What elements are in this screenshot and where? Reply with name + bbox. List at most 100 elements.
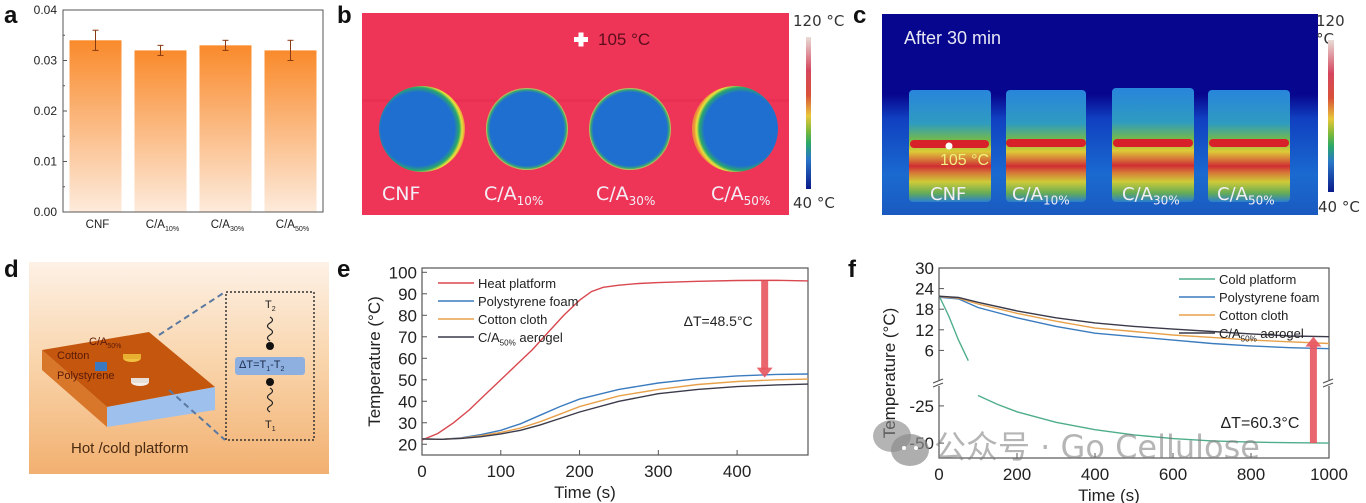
y-tick-label: 100: [389, 263, 417, 282]
sample-label-b-ca10: C/A10%: [484, 183, 544, 208]
label-platform: Hot /cold platform: [71, 440, 189, 457]
panel-label-e: e: [337, 256, 351, 283]
sample-label-c-ca30: C/A30%: [1122, 184, 1180, 208]
delta-t-arrow: [1305, 336, 1322, 444]
bar-chart-thermal-conductivity: CNF C/A10% C/A30% C/A50% 0.00 0.01 0.02 0.03 0.0…: [34, 3, 324, 233]
x-tick-label: 600: [1159, 465, 1187, 484]
arrow-head: [756, 367, 773, 378]
delta-t-arrow: [756, 280, 773, 378]
y-axis-label: Temperature (°C): [880, 308, 899, 439]
legend-label: Polystyrene foam: [1219, 290, 1319, 305]
line-chart-heating: 0 100 200 300 400 20 30 40 50 60 70 80 90 100 Time (s)…: [365, 263, 809, 502]
series-line-cotton-cloth: [938, 295, 1330, 345]
x-tick-label: C/A10%: [146, 219, 180, 233]
panel-label-b: b: [337, 2, 352, 29]
y-tick-label: 6: [925, 341, 934, 360]
spring-top-icon: [266, 316, 274, 342]
colorbar-b: [806, 37, 811, 189]
axis-break-left: [932, 378, 944, 388]
wechat-icon: [873, 420, 929, 466]
sample-disc-ca50: [692, 86, 778, 172]
y-tick-label: -25: [909, 397, 934, 416]
zoom-inset-box: [225, 291, 315, 441]
series-line-cold-platform: [938, 295, 969, 362]
platform-top: [42, 332, 215, 407]
legend-label: Heat platform: [478, 276, 556, 291]
series-line-polystyrene-foam: [938, 296, 1330, 350]
sample-disc-ca10: [486, 88, 568, 170]
schematic-setup: C/A50% Cotton Polystyrene T2 ΔT=T1-T2 T1…: [29, 262, 329, 474]
x-tick-label: 300: [644, 462, 672, 481]
series-line-c-a50-aerogel: [938, 295, 1330, 338]
y-tick-label: 18: [915, 300, 934, 319]
y-tick-label: 0.02: [34, 104, 58, 118]
delta-t-formula: ΔT=T1-T2: [239, 359, 285, 374]
y-tick-label: 80: [398, 306, 417, 325]
sample-label-c-cnf: CNF: [930, 184, 967, 205]
panel-label-c: c: [853, 2, 867, 29]
label-cotton: Cotton: [57, 350, 90, 362]
thermal-image-side-view: After 30 min 105 °C CNF C/A10% C/A30% C/…: [882, 14, 1318, 215]
arrow-head: [1305, 336, 1322, 347]
y-tick-label: 60: [398, 349, 417, 368]
panel-label-a: a: [4, 2, 18, 29]
y-tick-label: 40: [398, 392, 417, 411]
colorbar-c: [1328, 40, 1334, 192]
series-line-cold-platform-lower: [977, 394, 1330, 444]
legend-label: Polystyrene foam: [478, 294, 578, 309]
sample-disc-cnf: [379, 86, 465, 172]
label-polystyrene: Polystyrene: [57, 370, 115, 382]
label-t2: T2: [265, 299, 276, 314]
y-tick-label: 90: [398, 285, 417, 304]
x-tick-label: CNF: [86, 219, 110, 231]
sample-label-b-cnf: CNF: [382, 183, 421, 205]
colorbar-min-b: 40 °C: [793, 194, 835, 212]
measurement-point-icon: [945, 142, 953, 150]
sample-label-b-ca30: C/A30%: [596, 183, 656, 208]
label-ca50: C/A50%: [89, 336, 122, 351]
series-line-heat-platform: [421, 279, 809, 441]
series-line-c-a50-aerogel: [421, 383, 809, 441]
legend-label: Cotton cloth: [1219, 308, 1288, 323]
x-tick-label: 200: [565, 462, 593, 481]
delta-t-annotation: ΔT=60.3°C: [1220, 415, 1299, 432]
y-tick-label: 0.03: [34, 54, 58, 68]
spring-bottom-icon: [266, 387, 274, 413]
legend-label: C/A50% aerogel: [1219, 326, 1304, 344]
plot-frame: [938, 267, 1330, 459]
platform-side: [107, 387, 215, 427]
arrow-shaft: [1309, 344, 1317, 444]
x-tick-label: 0: [934, 465, 943, 484]
marker-temperature-b: 105 °C: [598, 30, 651, 49]
cotton-sample: [95, 362, 107, 371]
y-tick-label: 12: [915, 321, 934, 340]
bar-CNF: [69, 40, 122, 212]
legend-label: Cotton cloth: [478, 312, 547, 327]
y-tick-label: 0.00: [34, 205, 58, 219]
x-tick-label: C/A50%: [276, 219, 310, 233]
x-tick-label: 100: [487, 462, 515, 481]
crosshair-marker-icon: [574, 32, 588, 47]
colorbar-max-c: 120 °C: [1316, 12, 1345, 48]
axis-break-mask: [935, 380, 943, 386]
arrow-shaft: [761, 280, 769, 370]
x-axis-label: Time (s): [554, 483, 616, 502]
y-tick-label: 20: [398, 435, 417, 454]
marker-temperature-c: 105 °C: [940, 152, 990, 169]
bar-C/A30%: [199, 45, 252, 212]
colorbar-max-b: 120 °C: [793, 12, 845, 30]
x-tick-label: 0: [417, 462, 426, 481]
axis-break-mask: [1325, 380, 1333, 386]
x-tick-label: 800: [1237, 465, 1265, 484]
y-tick-label: 70: [398, 328, 417, 347]
panel-label-f: f: [848, 256, 856, 283]
delta-t-annotation: ΔT=48.5°C: [684, 313, 753, 329]
y-tick-label: 30: [915, 259, 934, 278]
x-tick-label: 400: [723, 462, 751, 481]
x-tick-label: 1000: [1310, 465, 1348, 484]
y-tick-label: 50: [398, 371, 417, 390]
legend-label: C/A50% aerogel: [478, 330, 563, 348]
axis-break-right: [1322, 378, 1334, 388]
colorbar-min-c: 40 °C: [1318, 198, 1360, 216]
x-axis-label: Time (s): [1078, 486, 1140, 503]
